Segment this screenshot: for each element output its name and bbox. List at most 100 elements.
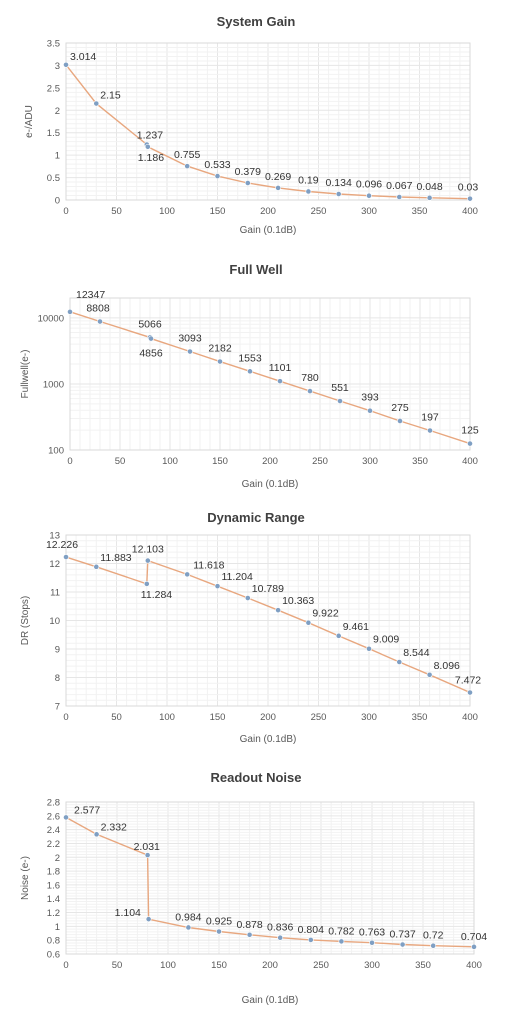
- y-tick-label: 2.5: [47, 83, 60, 94]
- x-axis-label: Gain (0.1dB): [242, 479, 299, 490]
- x-tick-label: 0: [63, 712, 68, 723]
- data-label: 1553: [238, 352, 262, 364]
- data-label: 10.789: [252, 583, 284, 595]
- x-tick-label: 400: [462, 456, 478, 467]
- x-tick-label: 150: [210, 712, 226, 723]
- chart-plot: 0 50 100 150 200 250 300 350 400 7 8 9 10 11 12 13 Gain …: [20, 531, 481, 746]
- data-label: 12347: [76, 289, 105, 301]
- plot-border: [65, 42, 471, 201]
- data-point: [307, 937, 314, 943]
- chart-plot: 0 50 100 150 200 250 300 350 400 0 0.5 1 1.5 2 2.5 3 3.5…: [24, 39, 479, 237]
- data-label: 9.922: [312, 608, 338, 620]
- data-point: [63, 814, 69, 821]
- data-label: 393: [361, 392, 379, 404]
- data-label: 11.883: [100, 552, 131, 564]
- x-tick-label: 300: [362, 456, 378, 467]
- plot-border: [69, 297, 471, 451]
- data-label: 1.237: [137, 130, 163, 142]
- data-point: [145, 916, 152, 923]
- data-point: [307, 388, 313, 394]
- series-line: [65, 556, 471, 694]
- data-point: [244, 595, 251, 601]
- data-point: [275, 185, 281, 191]
- data-point: [184, 163, 191, 170]
- data-point: [143, 581, 150, 587]
- data-label: 0.737: [389, 929, 415, 941]
- y-tick-label: 1.5: [47, 128, 60, 139]
- x-axis-label: Gain (0.1dB): [240, 225, 297, 236]
- data-label: 0.925: [206, 916, 232, 928]
- y-tick-label: 9: [55, 645, 60, 656]
- y-tick-label: 12: [49, 559, 60, 570]
- data-label: 0.067: [386, 180, 412, 192]
- data-point: [426, 671, 433, 678]
- data-point: [277, 934, 284, 941]
- chart-title: Readout Noise: [210, 770, 302, 785]
- data-label: 551: [331, 382, 349, 394]
- data-point: [366, 192, 372, 199]
- data-label: 0.533: [204, 159, 230, 171]
- y-tick-label: 0.6: [47, 950, 60, 961]
- y-tick-label: 1.6: [47, 880, 60, 891]
- x-axis-label: Gain (0.1dB): [242, 995, 299, 1006]
- x-tick-label: 200: [260, 206, 276, 217]
- data-point: [366, 645, 372, 652]
- data-label: 0.03: [458, 182, 479, 194]
- data-label: 0.755: [174, 149, 200, 161]
- x-tick-label: 300: [364, 960, 380, 971]
- data-point: [246, 931, 253, 938]
- data-label: 0.984: [175, 911, 201, 923]
- y-tick-label: 0: [55, 196, 60, 207]
- full-well-chart: Full Well 0 50 100 150 200 250 300 350 400 100 100…: [0, 248, 512, 504]
- data-point: [144, 143, 151, 150]
- data-label: 8.544: [403, 647, 429, 659]
- data-point: [247, 368, 253, 375]
- data-label: 0.048: [416, 181, 442, 193]
- data-point: [184, 571, 191, 578]
- series-line: [65, 816, 475, 948]
- data-label: 10.363: [282, 595, 314, 607]
- x-tick-label: 150: [211, 960, 227, 971]
- data-point: [244, 180, 251, 186]
- x-tick-label: 350: [415, 960, 431, 971]
- data-label: 0.096: [356, 179, 382, 191]
- chart-plot: 0 50 100 150 200 250 300 350 400 100 1000 10000 Gain…: [20, 289, 479, 490]
- y-tick-label: 2.8: [47, 798, 60, 809]
- y-tick-label: 0.5: [47, 173, 60, 184]
- data-label: 125: [461, 425, 479, 437]
- data-point: [427, 427, 433, 434]
- plot-border: [65, 534, 471, 707]
- x-tick-label: 50: [111, 712, 122, 723]
- x-tick-label: 0: [67, 456, 72, 467]
- data-label: 0.19: [298, 174, 319, 186]
- data-point: [471, 943, 477, 950]
- data-label: 0.134: [326, 177, 352, 189]
- x-tick-label: 50: [111, 206, 122, 217]
- y-tick-label: 3.5: [47, 39, 60, 50]
- y-tick-label: 3: [55, 61, 60, 72]
- y-tick-label: 2.2: [47, 839, 60, 850]
- x-tick-label: 50: [115, 456, 126, 467]
- data-point: [144, 557, 151, 564]
- data-label: 8.096: [434, 660, 460, 672]
- data-point: [467, 440, 473, 447]
- data-point: [369, 939, 375, 946]
- x-tick-label: 200: [260, 712, 276, 723]
- data-label: 2.031: [134, 841, 160, 853]
- x-tick-label: 350: [412, 456, 428, 467]
- data-point: [338, 938, 345, 945]
- data-label: 0.72: [423, 930, 444, 942]
- x-tick-label: 200: [262, 960, 278, 971]
- y-tick-label: 1000: [43, 379, 64, 390]
- data-label: 0.782: [328, 925, 354, 937]
- x-axis-label: Gain (0.1dB): [240, 734, 297, 745]
- data-point: [335, 191, 342, 197]
- y-tick-label: 100: [48, 446, 64, 457]
- x-tick-label: 400: [462, 712, 478, 723]
- y-tick-label: 2: [55, 106, 60, 117]
- y-tick-label: 8: [55, 673, 60, 684]
- x-tick-label: 400: [466, 960, 482, 971]
- chart-plot: 0 50 100 150 200 250 300 350 400 0.6 0.8 1 1.2 1.4 1.6…: [20, 798, 487, 1007]
- y-tick-label: 2: [55, 853, 60, 864]
- x-tick-label: 0: [63, 960, 68, 971]
